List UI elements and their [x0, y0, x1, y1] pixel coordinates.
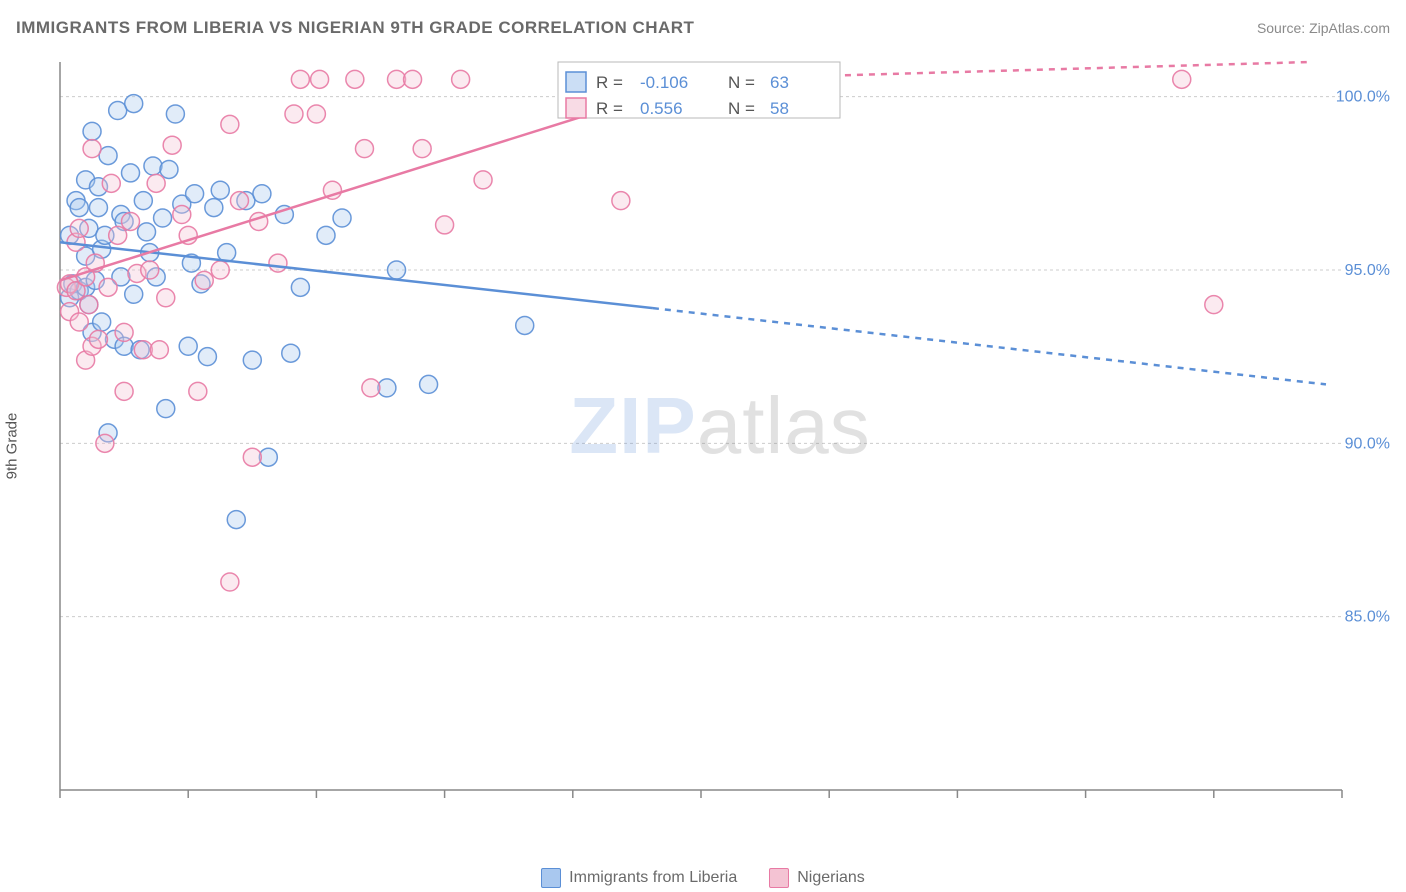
- scatter-chart: 85.0%90.0%95.0%100.0%0.0%40.0%R =-0.106N…: [50, 54, 1390, 798]
- legend-item-series-1: Nigerians: [769, 868, 865, 888]
- legend-swatch-icon: [769, 868, 789, 888]
- source-label: Source: ZipAtlas.com: [1257, 20, 1390, 36]
- svg-text:R =: R =: [596, 73, 623, 92]
- svg-text:R =: R =: [596, 99, 623, 118]
- svg-text:N =: N =: [728, 99, 755, 118]
- svg-text:58: 58: [770, 99, 789, 118]
- chart-title: IMMIGRANTS FROM LIBERIA VS NIGERIAN 9TH …: [16, 18, 694, 38]
- plot-area: 85.0%90.0%95.0%100.0%0.0%40.0%R =-0.106N…: [50, 54, 1390, 798]
- legend-swatch-icon: [541, 868, 561, 888]
- svg-text:0.556: 0.556: [640, 99, 683, 118]
- legend-label: Immigrants from Liberia: [569, 869, 737, 887]
- svg-text:N =: N =: [728, 73, 755, 92]
- legend-item-series-0: Immigrants from Liberia: [541, 868, 737, 888]
- svg-text:95.0%: 95.0%: [1345, 262, 1390, 279]
- svg-text:63: 63: [770, 73, 789, 92]
- y-axis-label: 9th Grade: [4, 413, 21, 480]
- legend: Immigrants from Liberia Nigerians: [0, 868, 1406, 888]
- svg-text:90.0%: 90.0%: [1345, 435, 1390, 452]
- svg-text:100.0%: 100.0%: [1336, 89, 1390, 106]
- legend-label: Nigerians: [797, 869, 865, 887]
- svg-text:85.0%: 85.0%: [1345, 609, 1390, 626]
- title-bar: IMMIGRANTS FROM LIBERIA VS NIGERIAN 9TH …: [16, 18, 1390, 38]
- svg-text:-0.106: -0.106: [640, 73, 688, 92]
